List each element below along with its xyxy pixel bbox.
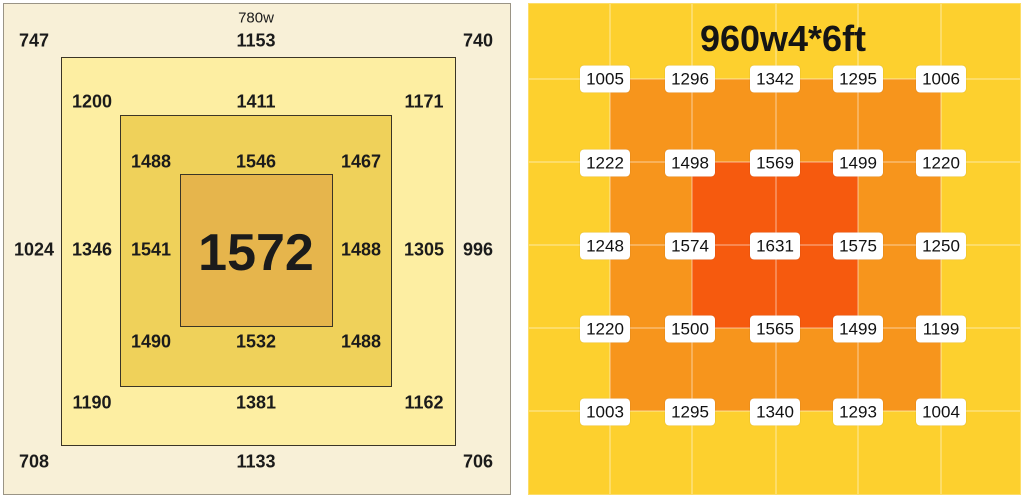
ppfd-value: 1171: [404, 91, 444, 112]
ppfd-label: 1498: [665, 149, 715, 177]
ppfd-value: 740: [462, 30, 494, 51]
ppfd-label: 1565: [750, 315, 800, 343]
ppfd-value: 1467: [340, 151, 382, 172]
grid-cell: [858, 79, 941, 162]
ppfd-value: 1546: [235, 151, 277, 172]
ppfd-label: 1199: [916, 315, 966, 343]
ppfd-label: 1500: [665, 315, 715, 343]
grid-cell: [610, 79, 692, 162]
chart-title: 960w4*6ft: [699, 18, 867, 59]
ppfd-value: 747: [18, 30, 50, 51]
ppfd-label: 1005: [580, 65, 630, 93]
ppfd-label: 1248: [580, 232, 630, 260]
ppfd-label: 1569: [750, 149, 800, 177]
ppfd-label: 1003: [580, 398, 630, 426]
ppfd-label: 1293: [833, 398, 883, 426]
ppfd-value: 1488: [130, 151, 172, 172]
ppfd-value: 1133: [236, 451, 276, 472]
ppfd-label: 1295: [665, 398, 715, 426]
ppfd-label: 1222: [580, 149, 630, 177]
center-zone: [180, 174, 333, 327]
ppfd-value: 1162: [404, 392, 444, 413]
ppfd-value: 708: [18, 451, 50, 472]
ppfd-label: 1631: [750, 232, 800, 260]
ppfd-value: 1532: [235, 331, 277, 352]
ppfd-label: 1499: [833, 315, 883, 343]
ppfd-value: 706: [462, 451, 494, 472]
ppfd-value: 1024: [13, 239, 55, 260]
ppfd-label: 1340: [750, 398, 800, 426]
ppfd-value: 1190: [72, 392, 112, 413]
grid-cell: [692, 79, 776, 162]
ppfd-value: 1200: [71, 91, 113, 112]
ppfd-value: 1153: [236, 30, 276, 51]
ppfd-label: 1004: [916, 398, 966, 426]
ppfd-label: 1220: [580, 315, 630, 343]
grid-cell: [941, 79, 1021, 162]
ppfd-label: 1499: [833, 149, 883, 177]
left-heatmap: 780w 747 1153 740 1200 1411 1171 1488 1546 1467 1…: [3, 3, 511, 495]
wattage-label: 780w: [238, 9, 274, 27]
ppfd-label: 1250: [916, 232, 966, 260]
ppfd-label: 1575: [833, 232, 883, 260]
ppfd-value: 1346: [71, 239, 113, 260]
center-value: 1572: [198, 224, 314, 282]
ppfd-label: 1296: [665, 65, 715, 93]
ppfd-label: 1342: [750, 65, 800, 93]
ppfd-value: 1488: [340, 239, 382, 260]
ppfd-value: 1490: [130, 331, 172, 352]
ppfd-value: 1411: [236, 91, 276, 112]
ppfd-value: 1305: [403, 239, 445, 260]
ppfd-value: 1541: [130, 239, 172, 260]
ppfd-label: 1006: [916, 65, 966, 93]
ppfd-label: 1295: [833, 65, 883, 93]
ppfd-value: 1488: [340, 331, 382, 352]
ppfd-label: 1574: [665, 232, 715, 260]
right-heatmap: 1005 1296 1342 1295 1006 1222 1498 1569 1499 1220…: [528, 3, 1021, 495]
ppfd-value: 1381: [235, 392, 277, 413]
grid-cell: [528, 79, 610, 162]
ppfd-label: 1220: [916, 149, 966, 177]
grid-cell: [776, 79, 858, 162]
ppfd-value: 996: [462, 239, 494, 260]
